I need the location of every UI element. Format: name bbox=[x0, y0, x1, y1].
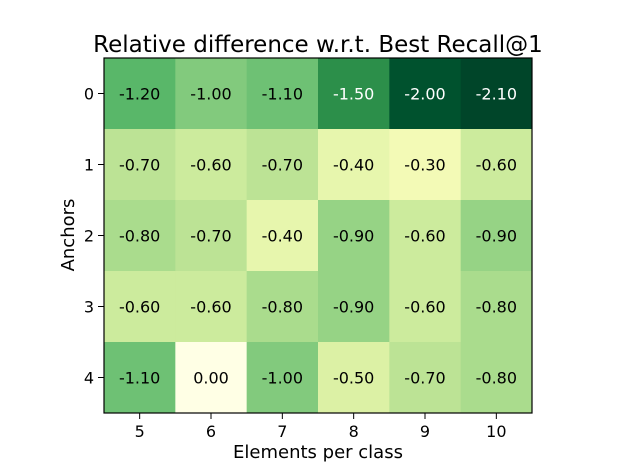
cell-value-label: -0.50 bbox=[333, 369, 374, 388]
heatmap-cell bbox=[175, 58, 248, 130]
cell-value-label: -2.10 bbox=[476, 85, 517, 104]
cell-value-label: -0.80 bbox=[476, 369, 517, 388]
heatmap-cell bbox=[104, 342, 176, 414]
cell-value-label: -0.70 bbox=[190, 227, 231, 246]
cell-value-label: -0.80 bbox=[476, 298, 517, 317]
heatmap-cells: -1.20 -1.00 -1.10 -1.50 -2.00 -2.10 -0.70 -0.60… bbox=[104, 58, 533, 414]
cell-value-label: -1.10 bbox=[119, 369, 160, 388]
heatmap-cell bbox=[175, 342, 248, 414]
heatmap-cell bbox=[460, 200, 533, 272]
heatmap-cell bbox=[246, 200, 319, 272]
x-tick-label: 10 bbox=[486, 422, 506, 441]
heatmap-cell bbox=[246, 342, 319, 414]
cell-value-label: -0.60 bbox=[119, 298, 160, 317]
cell-value-label: -1.10 bbox=[262, 85, 303, 104]
heatmap-cell bbox=[389, 129, 462, 201]
heatmap-cell bbox=[318, 58, 390, 130]
cell-value-label: -1.00 bbox=[190, 85, 231, 104]
heatmap-cell bbox=[246, 271, 319, 343]
cell-value-label: -0.60 bbox=[190, 298, 231, 317]
heatmap-cell bbox=[104, 58, 176, 130]
cell-value-label: -1.50 bbox=[333, 85, 374, 104]
y-axis-label: Anchors bbox=[58, 199, 79, 272]
cell-value-label: -0.60 bbox=[476, 156, 517, 175]
cell-value-label: -0.70 bbox=[404, 369, 445, 388]
chart-title: Relative difference w.r.t. Best Recall@1 bbox=[93, 32, 543, 58]
x-tick-label: 6 bbox=[206, 422, 216, 441]
cell-value-label: -0.90 bbox=[333, 298, 374, 317]
heatmap-cell bbox=[246, 58, 319, 130]
heatmap-cell bbox=[104, 129, 176, 201]
heatmap-cell bbox=[460, 342, 533, 414]
heatmap-cell bbox=[460, 58, 533, 130]
cell-value-label: -0.90 bbox=[333, 227, 374, 246]
y-tick-label: 2 bbox=[84, 227, 94, 246]
cell-value-label: -0.60 bbox=[404, 227, 445, 246]
cell-value-label: -0.80 bbox=[262, 298, 303, 317]
heatmap-cell bbox=[460, 129, 533, 201]
cell-value-label: -0.90 bbox=[476, 227, 517, 246]
x-axis-label: Elements per class bbox=[233, 442, 403, 463]
heatmap-cell bbox=[104, 271, 176, 343]
cell-value-label: -1.00 bbox=[262, 369, 303, 388]
x-tick-label: 5 bbox=[135, 422, 145, 441]
x-tick-label: 9 bbox=[420, 422, 430, 441]
y-tick-label: 4 bbox=[84, 369, 94, 388]
cell-value-label: -0.30 bbox=[404, 156, 445, 175]
cell-value-label: -0.80 bbox=[119, 227, 160, 246]
heatmap-cell bbox=[389, 271, 462, 343]
heatmap-cell bbox=[175, 271, 248, 343]
y-tick-label: 1 bbox=[84, 156, 94, 175]
cell-value-label: -0.70 bbox=[119, 156, 160, 175]
heatmap-cell bbox=[318, 200, 390, 272]
heatmap-cell bbox=[389, 200, 462, 272]
heatmap-cell bbox=[318, 342, 390, 414]
heatmap-cell bbox=[460, 271, 533, 343]
y-tick-label: 3 bbox=[84, 298, 94, 317]
x-axis-ticks: 5 6 7 8 9 10 bbox=[135, 413, 507, 441]
heatmap-cell bbox=[389, 342, 462, 414]
cell-value-label: -0.40 bbox=[333, 156, 374, 175]
heatmap-cell bbox=[104, 200, 176, 272]
cell-value-label: -0.60 bbox=[190, 156, 231, 175]
heatmap-cell bbox=[318, 271, 390, 343]
heatmap-cell bbox=[175, 200, 248, 272]
heatmap-cell bbox=[246, 129, 319, 201]
cell-value-label: -0.60 bbox=[404, 298, 445, 317]
cell-value-label: -2.00 bbox=[404, 85, 445, 104]
x-tick-label: 8 bbox=[349, 422, 359, 441]
y-axis-ticks: 0 1 2 3 4 bbox=[84, 85, 104, 388]
cell-value-label: -0.70 bbox=[262, 156, 303, 175]
cell-value-label: 0.00 bbox=[193, 369, 229, 388]
x-tick-label: 7 bbox=[277, 422, 287, 441]
heatmap-cell bbox=[175, 129, 248, 201]
cell-value-label: -0.40 bbox=[262, 227, 303, 246]
heatmap-cell bbox=[389, 58, 462, 130]
cell-value-label: -1.20 bbox=[119, 85, 160, 104]
heatmap-cell bbox=[318, 129, 390, 201]
y-tick-label: 0 bbox=[84, 85, 94, 104]
